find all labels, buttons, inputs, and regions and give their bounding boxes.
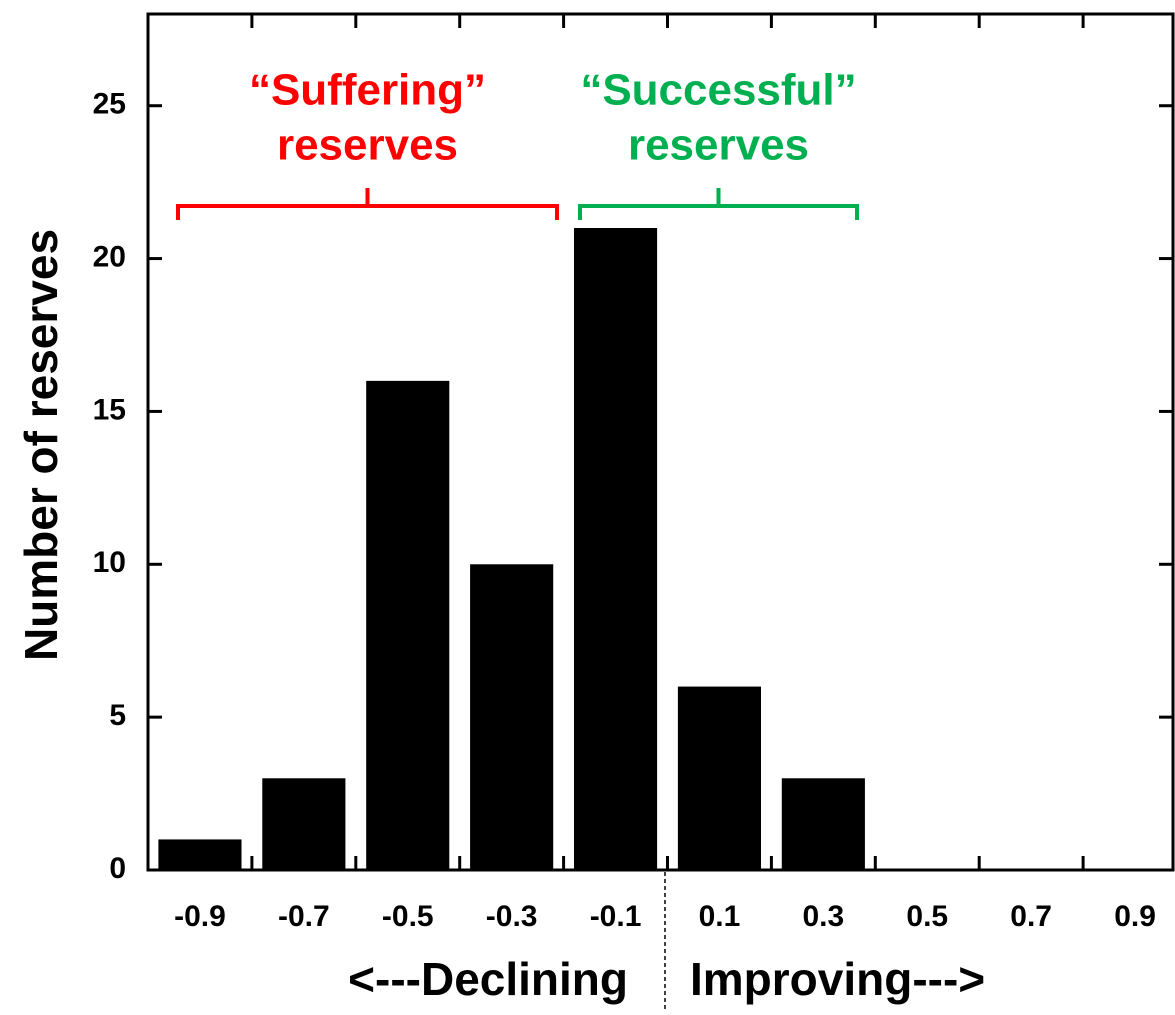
annotation-text: “Suffering”: [249, 66, 486, 115]
bar: [677, 686, 762, 870]
y-tick-label: 10: [93, 546, 126, 579]
y-tick-label: 5: [109, 699, 126, 732]
y-tick-label: 25: [93, 88, 126, 121]
plot-frame: [146, 12, 1175, 872]
bar: [470, 564, 554, 870]
x-tick-label: 0.5: [906, 900, 948, 933]
x-tick-label: -0.3: [486, 900, 538, 933]
y-tick-label: 0: [109, 852, 126, 885]
x-tick-label: -0.7: [278, 900, 330, 933]
bar: [158, 839, 242, 870]
x-label-right: Improving--->: [690, 953, 985, 1005]
y-tick-label: 15: [93, 393, 126, 426]
bar: [366, 380, 450, 870]
x-tick-label: -0.5: [382, 900, 434, 933]
bar: [262, 778, 346, 870]
annotation-text: reserves: [277, 121, 458, 170]
annotation-text: “Successful”: [580, 66, 856, 115]
x-tick-label: -0.1: [590, 900, 642, 933]
bar: [781, 778, 865, 870]
x-tick-label: 0.1: [699, 900, 741, 933]
x-tick-label: 0.9: [1114, 900, 1156, 933]
y-tick-label: 20: [93, 240, 126, 273]
x-label-left: <---Declining: [348, 953, 628, 1005]
x-tick-label: 0.3: [802, 900, 844, 933]
bracket: [578, 188, 859, 220]
bar: [573, 228, 658, 870]
annotation-text: reserves: [628, 121, 809, 170]
y-axis-label: Number of reserves: [15, 229, 67, 661]
x-tick-label: 0.7: [1010, 900, 1052, 933]
bracket: [176, 188, 559, 220]
x-tick-label: -0.9: [174, 900, 226, 933]
